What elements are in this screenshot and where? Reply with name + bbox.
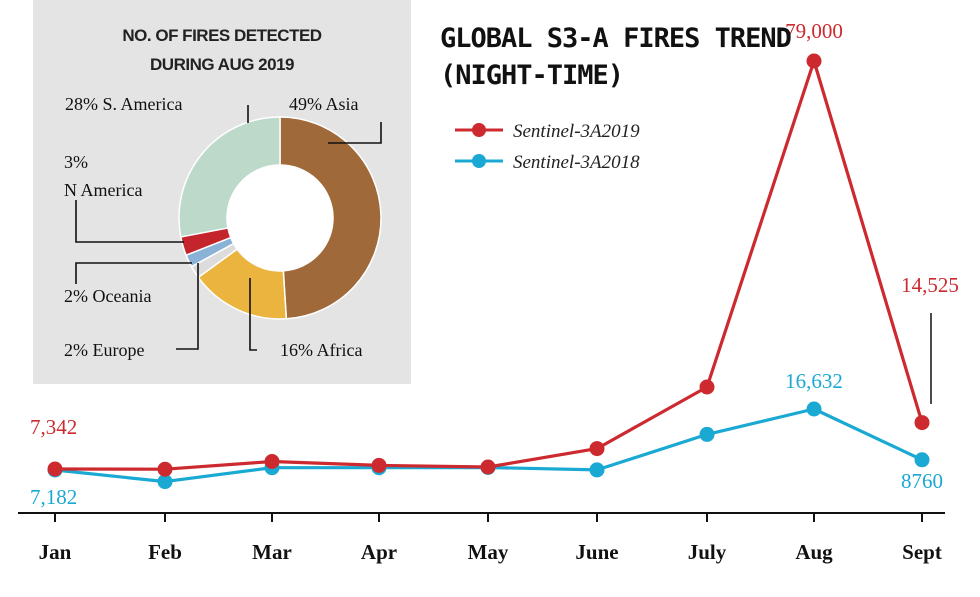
chart-subtitle: (NIGHT-TIME)	[440, 60, 623, 91]
data-label-2019-jan: 7,342	[30, 415, 77, 439]
pie-title-line-2: DURING AUG 2019	[150, 55, 294, 74]
x-tick-label-mar: Mar	[252, 540, 292, 564]
data-point-2019-may	[481, 460, 496, 475]
x-tick-label-feb: Feb	[148, 540, 182, 564]
data-point-2018-july	[700, 427, 715, 442]
donut-chart	[179, 117, 381, 319]
x-tick-label-may: May	[468, 540, 509, 564]
donut-hole	[227, 165, 333, 271]
data-label-2019-aug: 79,000	[785, 19, 843, 43]
x-tick-label-sept: Sept	[902, 540, 942, 564]
data-point-2019-mar	[265, 454, 280, 469]
data-point-2018-june	[590, 462, 605, 477]
data-point-2019-july	[700, 380, 715, 395]
data-point-2018-aug	[807, 402, 822, 417]
x-tick-label-july: July	[688, 540, 727, 564]
data-point-2019-aug	[807, 54, 822, 69]
legend-swatch-dot-2019	[472, 123, 486, 137]
data-label-2018-jan: 7,182	[30, 485, 77, 509]
x-tick-label-jan: Jan	[39, 540, 72, 564]
x-tick-label-aug: Aug	[795, 540, 833, 564]
legend-swatch-dot-2018	[472, 154, 486, 168]
data-label-2018-sept: 8760	[901, 469, 943, 493]
data-point-2018-sept	[915, 452, 930, 467]
x-axis-ticks	[55, 513, 922, 522]
data-label-2018-aug: 16,632	[785, 369, 843, 393]
chart-title: GLOBAL S3-A FIRES TREND	[440, 23, 792, 54]
legend-label-2018: Sentinel-3A2018	[513, 152, 640, 173]
data-point-2019-feb	[158, 462, 173, 477]
data-point-2019-june	[590, 441, 605, 456]
pie-label-namerica-pct: 3%	[64, 152, 88, 172]
legend: Sentinel-3A2019 Sentinel-3A2018	[455, 121, 640, 173]
inset-pie-panel: NO. OF FIRES DETECTED DURING AUG 2019 49…	[33, 0, 411, 384]
pie-label-namerica-name: N America	[64, 180, 142, 200]
pie-label-oceania: 2% Oceania	[64, 286, 151, 306]
x-tick-label-apr: Apr	[361, 540, 397, 564]
x-axis-tick-labels: Jan Feb Mar Apr May June July Aug Sept	[39, 540, 942, 564]
data-point-2019-apr	[372, 458, 387, 473]
x-tick-label-june: June	[575, 540, 618, 564]
legend-label-2019: Sentinel-3A2019	[513, 121, 640, 142]
pie-label-samerica: 28% S. America	[65, 94, 182, 114]
data-label-2019-sept: 14,525	[901, 273, 959, 297]
pie-label-africa: 16% Africa	[280, 340, 362, 360]
pie-label-europe: 2% Europe	[64, 340, 144, 360]
data-point-2019-jan	[48, 462, 63, 477]
pie-label-asia: 49% Asia	[289, 94, 359, 114]
pie-title-line-1: NO. OF FIRES DETECTED	[122, 26, 321, 45]
data-point-2019-sept	[915, 415, 930, 430]
